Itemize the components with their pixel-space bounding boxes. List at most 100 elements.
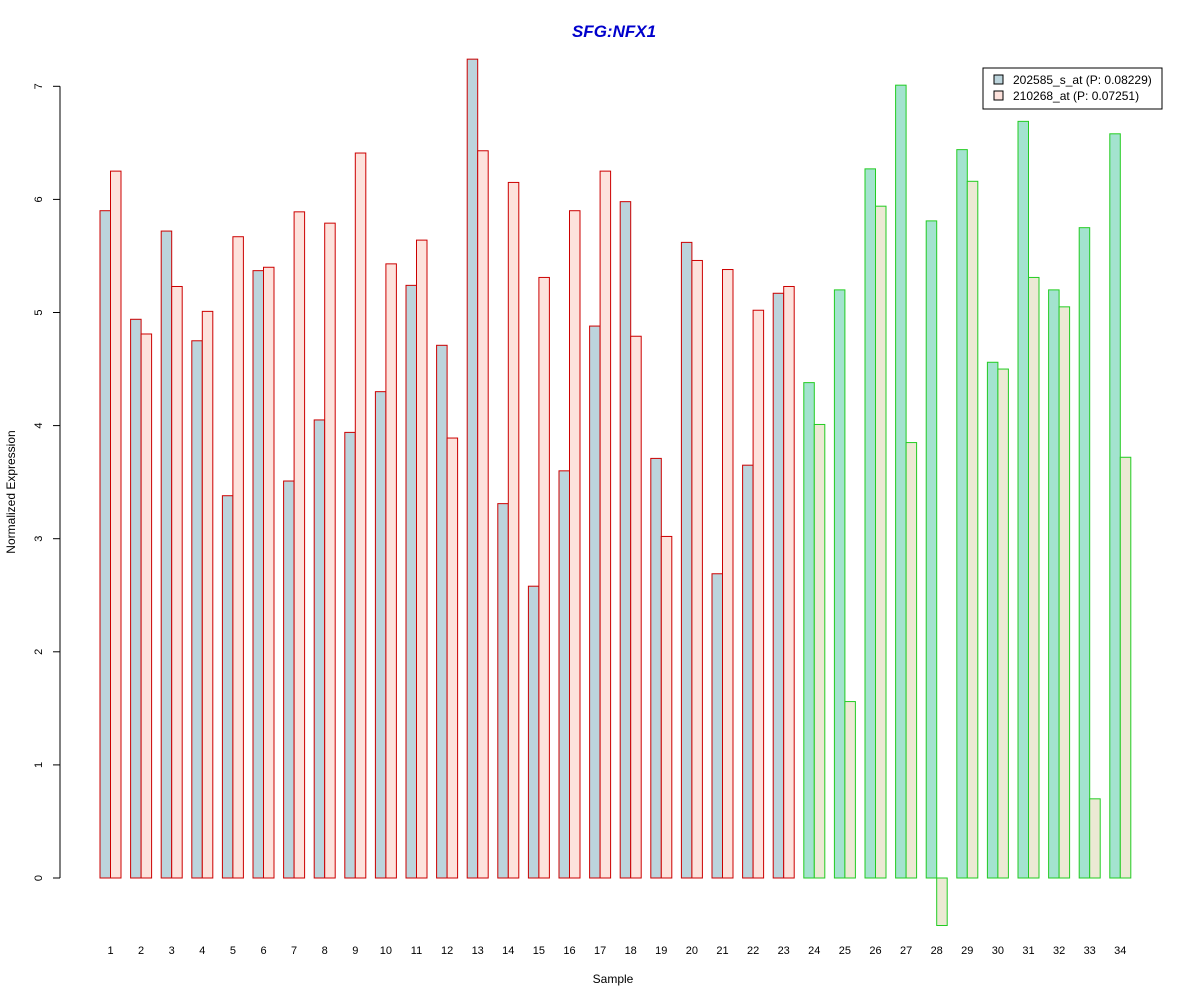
bar-series-1-sample-21 [711, 573, 723, 879]
bar-series-1-sample-15 [527, 585, 540, 879]
bar-series-1-sample-4 [191, 340, 203, 879]
bar-series-1-sample-24 [803, 382, 815, 879]
x-tick-label: 21 [716, 945, 728, 957]
bar-series-1-sample-27 [895, 84, 907, 879]
x-tick-label: 31 [1022, 945, 1034, 957]
x-tick-label: 29 [961, 945, 973, 957]
y-axis: 0 1 2 3 4 5 6 7 [33, 83, 61, 881]
y-tick-label: 2 [33, 649, 45, 655]
bar-series-2-sample-4 [201, 310, 214, 879]
x-tick-label: 26 [869, 945, 881, 957]
bar-series-2-sample-34 [1119, 456, 1132, 879]
bar-series-1-sample-17 [589, 325, 601, 879]
bar-series-1-sample-20 [680, 241, 693, 879]
y-tick-label: 4 [33, 423, 45, 429]
x-tick-label: 24 [808, 945, 820, 957]
x-tick-label: 30 [992, 945, 1004, 957]
bar-series-1-sample-9 [344, 431, 356, 879]
x-tick-label: 11 [411, 945, 422, 957]
bar-series-1-sample-30 [986, 361, 999, 879]
bar-series-1-sample-33 [1078, 227, 1091, 879]
bar-series-2-sample-19 [660, 535, 673, 879]
y-tick-label: 3 [33, 536, 45, 542]
y-tick-label: 7 [33, 83, 45, 89]
bar-series-1-sample-7 [283, 480, 295, 879]
x-tick-label: 9 [352, 945, 358, 957]
y-tick-label: 6 [33, 196, 45, 202]
bar-series-2-sample-29 [966, 180, 979, 879]
bar-series-1-sample-6 [252, 270, 264, 879]
x-tick-label: 23 [778, 945, 790, 957]
bar-series-1-sample-14 [497, 503, 509, 879]
bar-series-2-sample-32 [1058, 306, 1071, 879]
x-tick-label: 3 [169, 945, 175, 957]
x-tick-label: 6 [260, 945, 266, 957]
bar-series-2-sample-23 [783, 285, 795, 879]
x-tick-label: 27 [900, 945, 912, 957]
x-tick-label: 14 [502, 945, 514, 957]
chart-title: SFG:NFX1 [572, 22, 656, 41]
bar-series-1-sample-18 [619, 201, 632, 879]
x-tick-labels: 1 2 3 4 5 6 7 8 9 10 11 12 13 14 15 16 17 18 19 20 21 22 23 24 2… [107, 945, 1126, 957]
bar-series-2-sample-9 [354, 152, 367, 879]
legend-label-series-1: 202585_s_at (P: 0.08229) [1013, 73, 1152, 87]
x-axis-title: Sample [593, 972, 634, 986]
bar-series-2-sample-27 [905, 442, 918, 879]
bar-series-2-sample-17 [599, 170, 612, 879]
bar-series-1-sample-32 [1048, 289, 1060, 879]
bar-series-1-sample-31 [1017, 120, 1029, 879]
x-tick-label: 5 [230, 945, 236, 957]
y-tick-label: 0 [33, 875, 45, 881]
x-tick-label: 22 [747, 945, 759, 957]
x-tick-label: 7 [291, 945, 297, 957]
bar-series-2-sample-28 [936, 877, 948, 927]
bar-series-2-sample-26 [875, 205, 887, 879]
y-axis-title: Normalized Expression [4, 430, 18, 553]
bar-series-1-sample-3 [160, 230, 173, 879]
x-tick-label: 1 [107, 945, 113, 957]
bar-series-2-sample-21 [722, 269, 734, 879]
bar-series-2-sample-13 [477, 150, 489, 879]
bar-series-2-sample-31 [1028, 276, 1040, 879]
bar-series-2-sample-20 [691, 259, 703, 879]
x-tick-label: 33 [1084, 945, 1096, 957]
bar-series-1-sample-5 [221, 495, 234, 879]
bar-series-2-sample-18 [630, 335, 642, 879]
x-tick-label: 32 [1053, 945, 1065, 957]
bar-series-2-sample-15 [538, 276, 550, 879]
x-tick-label: 16 [563, 945, 575, 957]
bar-series-1-sample-28 [925, 220, 938, 879]
bar-series-2-sample-16 [569, 210, 581, 879]
bar-series-2-sample-5 [232, 236, 244, 879]
bar-series-2-sample-14 [507, 181, 520, 879]
bar-series-2-sample-22 [752, 309, 765, 879]
bar-series-1-sample-16 [558, 470, 570, 879]
bar-series-2-sample-1 [110, 170, 122, 879]
bar-series-2-sample-25 [844, 701, 856, 879]
legend: 202585_s_at (P: 0.08229) 210268_at (P: 0… [982, 67, 1163, 110]
bar-series-2-sample-33 [1089, 798, 1101, 879]
x-tick-label: 13 [472, 945, 484, 957]
bar-series-1-sample-19 [650, 457, 662, 879]
legend-label-series-2: 210268_at (P: 0.07251) [1013, 89, 1139, 103]
x-tick-label: 15 [533, 945, 545, 957]
bar-series-1-sample-2 [130, 318, 142, 879]
y-tick-label: 5 [33, 309, 45, 315]
x-tick-label: 10 [380, 945, 392, 957]
x-tick-label: 12 [441, 945, 453, 957]
x-tick-label: 8 [322, 945, 328, 957]
bar-series-1-sample-13 [466, 58, 479, 879]
bar-series-2-sample-7 [293, 211, 306, 879]
bar-series-2-sample-12 [446, 437, 459, 879]
legend-swatch-series-1 [993, 74, 1004, 85]
bar-series-1-sample-10 [374, 391, 387, 879]
bar-series-1-sample-25 [833, 289, 846, 879]
x-tick-label: 28 [931, 945, 943, 957]
bars [99, 58, 1132, 927]
bar-series-2-sample-8 [324, 222, 336, 879]
legend-box [982, 67, 1163, 110]
bar-series-1-sample-29 [956, 149, 968, 879]
bar-series-1-sample-8 [313, 419, 326, 879]
bar-series-2-sample-11 [416, 239, 428, 879]
